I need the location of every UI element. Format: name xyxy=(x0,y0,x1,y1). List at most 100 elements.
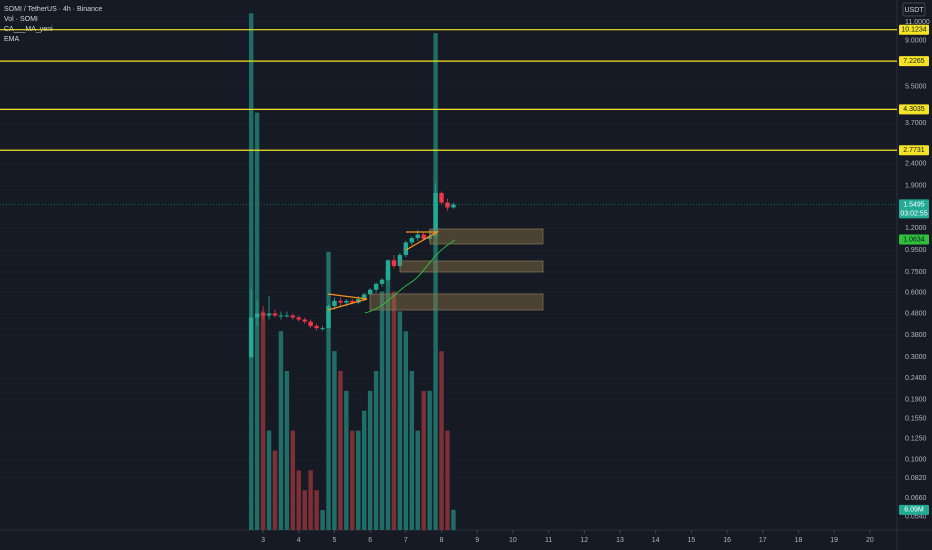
volume-bar xyxy=(332,351,337,530)
x-tick-label: 17 xyxy=(759,537,767,544)
volume-bar xyxy=(361,410,367,530)
volume-bar xyxy=(266,430,272,530)
zone xyxy=(369,293,544,311)
y-tick-label: 0.1550 xyxy=(905,416,927,423)
y-tick-label: 0.3000 xyxy=(905,354,927,361)
volume-bar xyxy=(356,430,361,530)
y-tick-label: 0.6000 xyxy=(905,290,927,297)
candle-body xyxy=(403,242,409,255)
volume-bar xyxy=(272,450,278,530)
candle-body xyxy=(373,283,379,290)
x-tick-label: 3 xyxy=(261,537,265,544)
x-tick-label: 13 xyxy=(616,537,624,544)
y-tick-label: 0.0820 xyxy=(905,475,927,482)
candle-body xyxy=(338,300,343,303)
y-tick-label: 0.1000 xyxy=(905,456,927,463)
y-tick-label: 5.5000 xyxy=(905,83,927,90)
volume-bar xyxy=(248,13,254,530)
symbol-title: SOMI / TetherUS · 4h · Binance xyxy=(4,6,102,13)
x-tick-label: 11 xyxy=(545,537,552,544)
volume-bar xyxy=(427,390,432,530)
indicator-label: Vol · SOMI xyxy=(4,16,38,23)
y-tick-label: 9.0000 xyxy=(905,38,927,45)
candle-body xyxy=(367,289,373,295)
candle-body xyxy=(296,317,301,320)
volume-bar xyxy=(445,430,450,530)
y-tick-label: 1.2000 xyxy=(905,225,927,232)
ema-price-label: 1.0634 xyxy=(903,236,925,243)
candle-body xyxy=(397,254,403,266)
volume-bar xyxy=(403,331,409,530)
candle-body xyxy=(445,202,450,208)
volume-bar xyxy=(367,390,373,530)
volume-bar xyxy=(344,390,349,530)
x-tick-label: 20 xyxy=(866,537,874,544)
x-tick-label: 18 xyxy=(795,537,803,544)
volume-bar xyxy=(397,311,403,530)
candle-body xyxy=(302,319,307,322)
volume-bar xyxy=(296,470,301,530)
x-tick-label: 10 xyxy=(509,537,517,544)
volume-bar xyxy=(415,430,420,530)
triangle-pattern xyxy=(327,293,368,311)
x-tick-label: 14 xyxy=(652,537,660,544)
triangle-pattern xyxy=(405,231,440,251)
volume-bar xyxy=(290,430,296,530)
x-tick-label: 19 xyxy=(830,537,838,544)
price-level-tag xyxy=(899,104,929,115)
volume-bar xyxy=(260,311,266,530)
zone xyxy=(429,228,544,245)
candle-body xyxy=(326,306,331,329)
candle-body xyxy=(266,313,272,316)
y-tick-label: 0.0660 xyxy=(905,495,927,502)
y-tick-label: 0.2400 xyxy=(905,375,927,382)
price-level-label: 7.2265 xyxy=(903,58,925,65)
candle-body xyxy=(332,300,337,307)
volume-bar xyxy=(308,470,313,530)
x-tick-label: 16 xyxy=(723,537,731,544)
y-tick-label: 3.7000 xyxy=(905,120,927,127)
price-level-label: 10.1234 xyxy=(901,27,926,34)
price-level-tag xyxy=(899,24,929,35)
volume-bar xyxy=(302,490,307,530)
price-level-label: 2.7731 xyxy=(903,147,925,154)
candle-body xyxy=(439,193,444,203)
x-tick-label: 6 xyxy=(368,537,372,544)
ema-price-tag xyxy=(899,234,929,245)
currency-label[interactable]: USDT xyxy=(904,7,924,14)
zone xyxy=(399,260,544,273)
x-tick-label: 7 xyxy=(404,537,408,544)
y-tick-label: 11.0000 xyxy=(905,19,930,26)
x-tick-label: 12 xyxy=(580,537,588,544)
candle-body xyxy=(344,300,349,303)
y-tick-label: 1.9000 xyxy=(905,182,927,189)
candle-body xyxy=(290,315,296,318)
volume-bar xyxy=(385,271,391,530)
volume-bar xyxy=(373,371,379,530)
y-tick-label: 0.4800 xyxy=(905,310,927,317)
candle-body xyxy=(272,313,278,316)
last-price-label: 1.5495 xyxy=(903,201,925,208)
candle-body xyxy=(284,315,290,317)
y-tick-label: 0.3800 xyxy=(905,332,927,339)
currency-button[interactable] xyxy=(902,2,926,17)
candle-body xyxy=(254,313,260,318)
volume-bar xyxy=(284,371,290,530)
last-price-tag xyxy=(899,199,929,219)
candle-body xyxy=(260,313,266,316)
x-tick-label: 4 xyxy=(297,537,301,544)
volume-bar xyxy=(320,510,325,530)
x-tick-label: 5 xyxy=(333,537,337,544)
volume-bar xyxy=(433,33,438,530)
x-tick-label: 15 xyxy=(688,537,696,544)
candle-body xyxy=(379,279,385,284)
candle-body xyxy=(421,234,426,239)
candle-body xyxy=(433,193,438,237)
candle-body xyxy=(391,260,397,266)
candle-body xyxy=(278,315,284,317)
y-tick-label: 0.7500 xyxy=(905,269,927,276)
volume-bar xyxy=(314,490,319,530)
candle-body xyxy=(451,204,456,208)
y-tick-label: 0.0540 xyxy=(905,514,927,521)
